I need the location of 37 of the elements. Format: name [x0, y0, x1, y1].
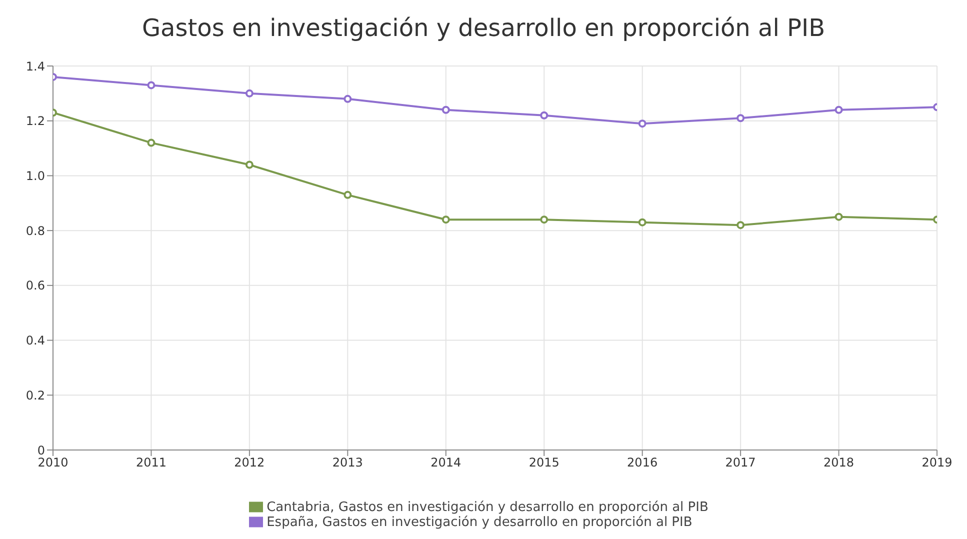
point: [245, 89, 254, 98]
point: [736, 221, 745, 230]
chart-title: Gastos en investigación y desarrollo en proporción al PIB: [140, 13, 826, 44]
point: [245, 160, 254, 169]
point: [638, 120, 646, 128]
x-tick-label: 2015: [528, 456, 560, 470]
legend-label: España, Gastos en investigación y desarrollo en proporción al PIB: [266, 515, 692, 530]
x-tick-label: 2016: [627, 456, 658, 470]
x-tick-label: 2017: [725, 456, 756, 470]
y-tick-label: 0: [37, 443, 45, 458]
y-tick-label: 1.0: [26, 168, 45, 183]
x-tick-label: 2019: [922, 456, 952, 470]
point: [834, 212, 843, 221]
x-tick-label: 2012: [234, 456, 265, 470]
point: [736, 114, 745, 122]
x-tick-label: 2013: [332, 456, 363, 470]
y-tick-label: 0.4: [26, 334, 45, 348]
y-tick-label: 1.4: [26, 59, 45, 74]
point: [638, 218, 646, 226]
y-tick-label: 1.2: [26, 114, 45, 128]
x-tick-label: 2014: [430, 456, 462, 470]
y-tick-label: 0.8: [26, 224, 45, 238]
y-tick-label: 0.6: [26, 278, 45, 293]
point: [540, 111, 548, 120]
point: [442, 106, 450, 114]
y-tick-label: 0.2: [26, 388, 45, 402]
point: [147, 138, 156, 147]
point: [540, 216, 548, 224]
x-tick-label: 2010: [38, 456, 68, 470]
legend-label: Cantabria, Gastos en investigación y desarrollo en proporción al PIB: [266, 500, 708, 515]
x-tick-label: 2011: [136, 456, 166, 470]
x-tick-label: 2018: [824, 456, 854, 470]
point: [834, 106, 843, 114]
point: [442, 216, 450, 224]
point: [147, 81, 156, 90]
point: [344, 190, 352, 199]
point: [344, 94, 352, 103]
